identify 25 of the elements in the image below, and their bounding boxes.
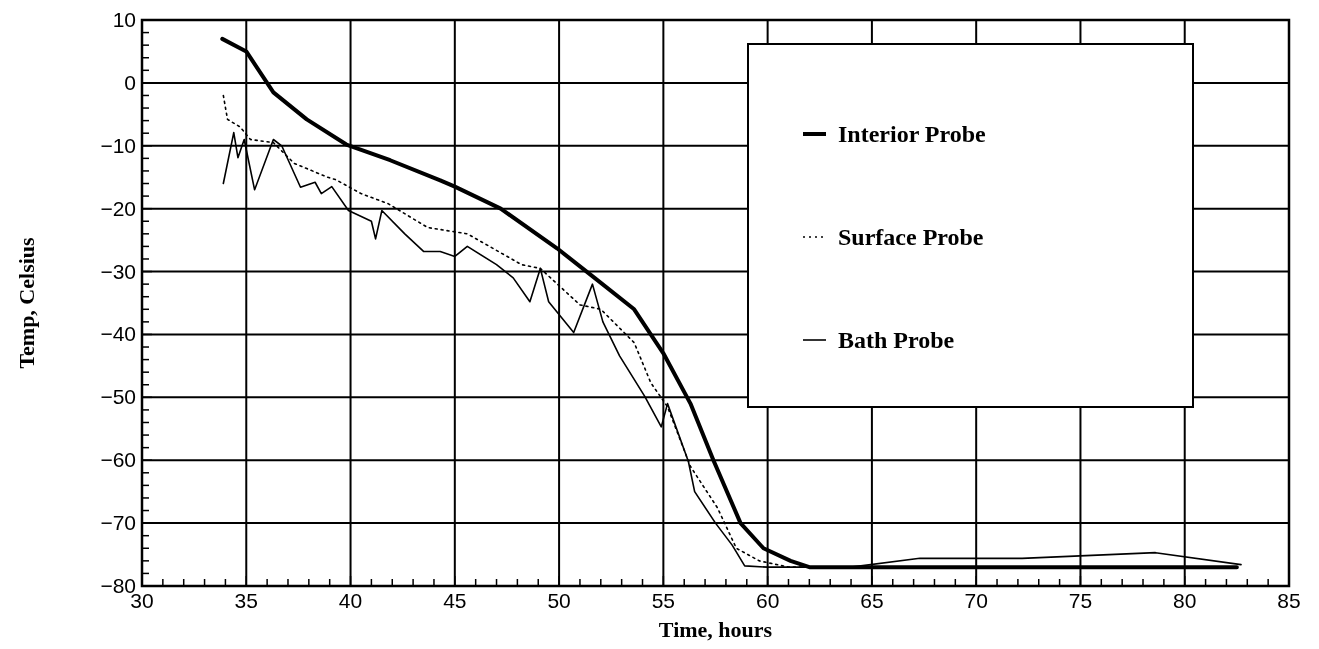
x-tick-label: 65 xyxy=(860,589,884,612)
x-tick-label: 35 xyxy=(234,589,258,612)
y-axis-title: Temp, Celsius xyxy=(14,236,39,369)
y-tick-label: −10 xyxy=(100,133,136,157)
x-tick-label: 80 xyxy=(1173,589,1197,612)
legend-label: Interior Probe xyxy=(838,121,987,147)
x-tick-label: 45 xyxy=(443,589,467,612)
y-tick-label: −20 xyxy=(100,196,136,220)
y-tick-label: −50 xyxy=(100,385,136,409)
x-tick-label: 50 xyxy=(547,589,571,612)
x-tick-label: 75 xyxy=(1068,589,1093,612)
y-tick-label: −30 xyxy=(100,259,136,283)
x-axis-title: Time, hours xyxy=(658,617,773,642)
x-tick-label: 40 xyxy=(338,589,363,612)
y-tick-label: 10 xyxy=(112,8,136,31)
x-tick-label: 70 xyxy=(964,589,988,612)
y-tick-label: 0 xyxy=(124,70,136,94)
y-tick-label: −40 xyxy=(100,322,136,346)
legend-label: Surface Probe xyxy=(838,224,984,250)
x-tick-label: 60 xyxy=(755,589,780,612)
x-tick-label: 55 xyxy=(651,589,676,612)
y-tick-label: −60 xyxy=(100,448,136,472)
x-tick-label: 85 xyxy=(1277,589,1301,612)
legend-label: Bath Probe xyxy=(838,327,955,353)
y-tick-label: −70 xyxy=(100,511,136,535)
